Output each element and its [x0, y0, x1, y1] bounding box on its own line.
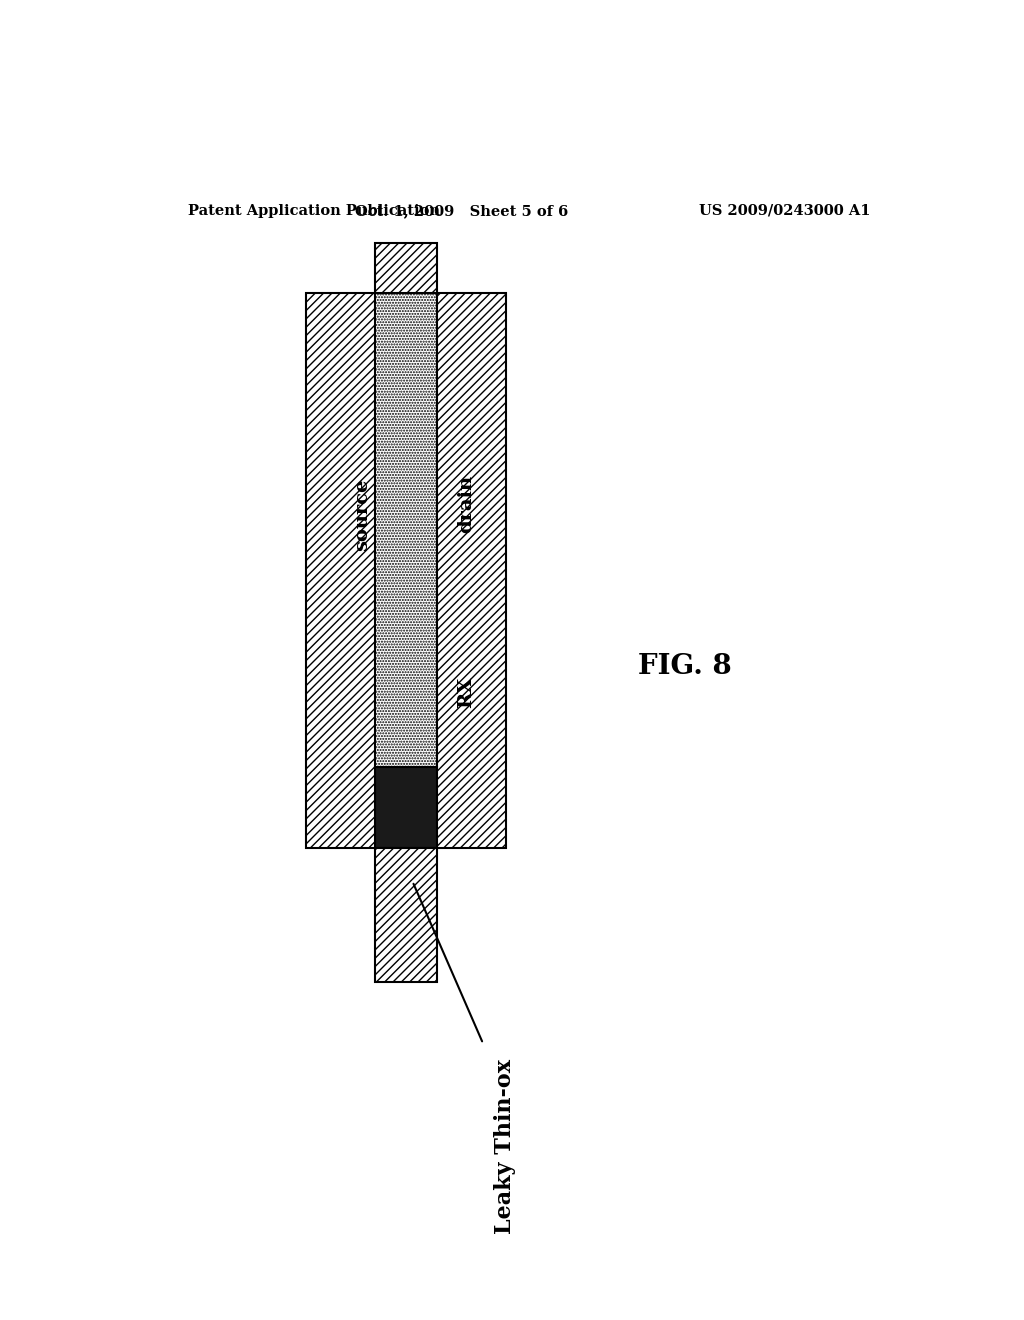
Text: drain: drain [458, 475, 475, 533]
Text: FIG. 8: FIG. 8 [638, 653, 732, 680]
Text: Oct. 1, 2009   Sheet 5 of 6: Oct. 1, 2009 Sheet 5 of 6 [355, 203, 568, 218]
Text: US 2009/0243000 A1: US 2009/0243000 A1 [699, 203, 870, 218]
Bar [306, 293, 506, 847]
Bar [306, 293, 506, 847]
Bar [376, 767, 437, 847]
Bar [376, 847, 437, 982]
Bar [376, 293, 437, 767]
Bar [376, 243, 437, 293]
Bar [376, 847, 437, 982]
Text: Leaky Thin-ox: Leaky Thin-ox [494, 1059, 516, 1234]
Bar [376, 293, 437, 767]
Bar [376, 243, 437, 293]
Text: RX: RX [458, 677, 475, 708]
Text: source: source [353, 479, 371, 550]
Text: Patent Application Publication: Patent Application Publication [188, 203, 440, 218]
